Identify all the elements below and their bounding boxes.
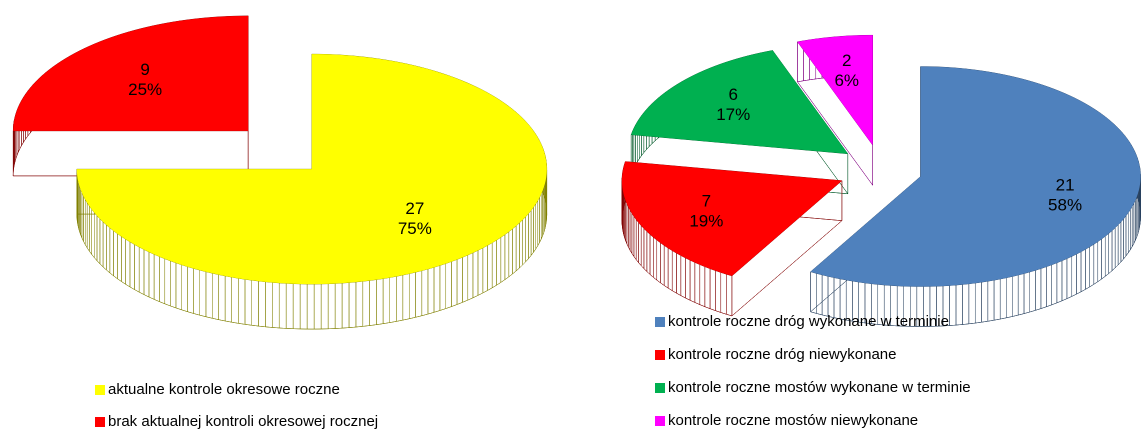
legend-swatch	[655, 416, 665, 426]
slice	[621, 161, 842, 276]
data-label: 6	[728, 85, 737, 104]
slice	[13, 15, 249, 131]
data-label: 7	[702, 192, 711, 211]
legend-label: brak aktualnej kontroli okresowej roczne…	[108, 413, 378, 430]
data-label: 19%	[689, 212, 723, 231]
slice	[797, 35, 873, 146]
data-label: 2	[842, 51, 851, 70]
data-label: 17%	[716, 105, 750, 124]
data-label: 27	[405, 199, 424, 218]
legend-label: aktualne kontrole okresowe roczne	[108, 381, 340, 398]
legend-swatch	[655, 383, 665, 393]
legend-swatch	[95, 417, 105, 427]
slice	[810, 66, 1141, 287]
slice	[76, 54, 547, 285]
data-label: 25%	[128, 80, 162, 99]
legend-swatch	[655, 350, 665, 360]
slice	[631, 50, 848, 154]
legend-label: kontrole roczne mostów niewykonane	[668, 412, 918, 429]
data-label: 75%	[398, 219, 432, 238]
data-label: 9	[140, 60, 149, 79]
legend-swatch	[655, 317, 665, 327]
data-label: 58%	[1048, 195, 1082, 214]
data-label: 21	[1056, 175, 1075, 194]
legend-label: kontrole roczne dróg wykonane w terminie	[668, 313, 949, 330]
legend-label: kontrole roczne mostów wykonane w termin…	[668, 379, 971, 396]
legend-swatch	[95, 385, 105, 395]
data-label: 6%	[834, 71, 859, 90]
legend-label: kontrole roczne dróg niewykonane	[668, 346, 896, 363]
